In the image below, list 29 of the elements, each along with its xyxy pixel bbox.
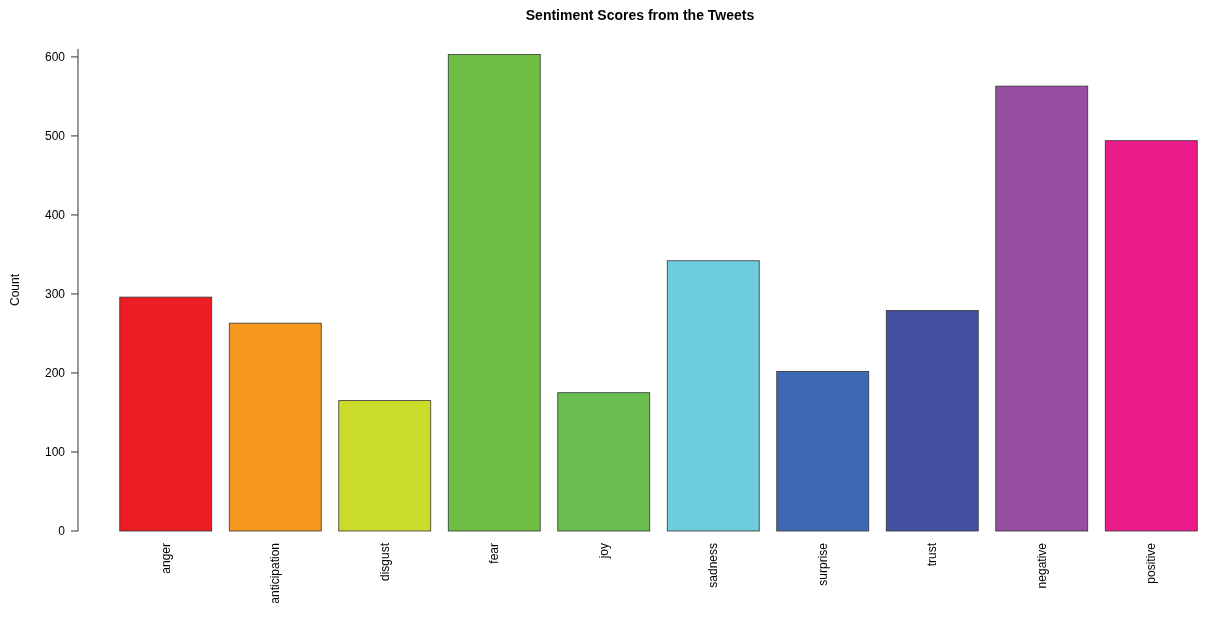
y-tick-label: 600 <box>44 50 66 65</box>
y-axis-title: Count <box>8 273 22 307</box>
y-tick-label: 100 <box>44 445 66 460</box>
y-tick-label: 300 <box>44 287 66 302</box>
x-tick-label: surprise <box>815 542 830 586</box>
bar <box>885 310 979 532</box>
x-tick-label: disgust <box>377 542 392 582</box>
x-tick-label: fear <box>487 543 502 564</box>
x-tick-label: anticipation <box>268 543 283 604</box>
bar <box>338 400 432 532</box>
bar <box>776 370 870 532</box>
bar <box>1104 140 1198 532</box>
bar <box>995 85 1089 532</box>
x-tick-label: positive <box>1144 542 1159 584</box>
x-tick-label: trust <box>925 542 940 567</box>
bar <box>666 260 760 532</box>
y-tick-label: 400 <box>44 208 66 223</box>
y-tick-label: 500 <box>44 129 66 144</box>
x-tick-label: sadness <box>706 543 721 588</box>
bar <box>447 54 541 532</box>
x-tick-label: negative <box>1034 542 1049 589</box>
x-tick-label: joy <box>596 543 611 560</box>
chart-title: Sentiment Scores from the Tweets <box>525 7 755 23</box>
x-tick-label: anger <box>158 543 173 574</box>
bar <box>228 322 322 532</box>
bar <box>557 392 651 532</box>
y-tick-label: 200 <box>44 366 66 381</box>
bar <box>119 296 213 532</box>
y-tick-label: 0 <box>58 524 66 539</box>
